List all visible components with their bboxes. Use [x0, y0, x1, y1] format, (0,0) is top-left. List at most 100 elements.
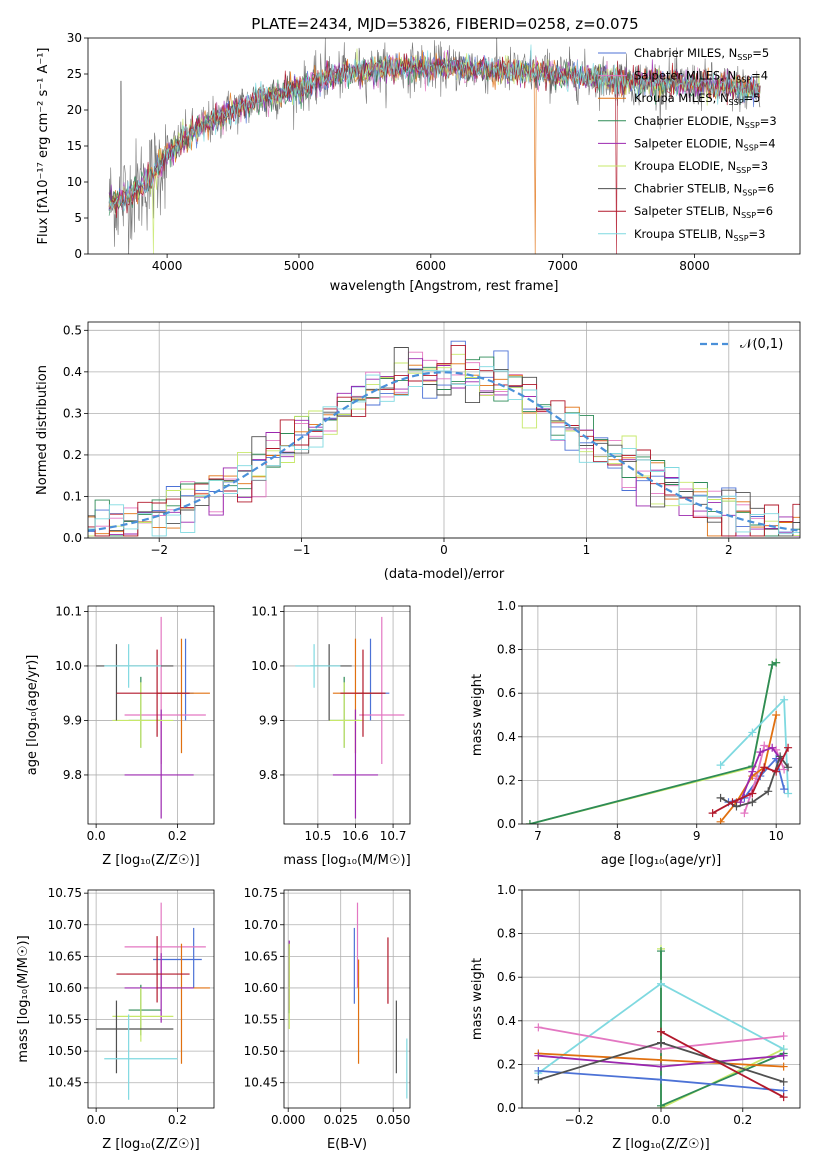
y-tick-label: 9.8: [259, 768, 278, 782]
mass-weight-marker: [768, 661, 776, 669]
x-axis-label: wavelength [Angstrom, rest frame]: [330, 279, 559, 294]
y-axis-label: mass weight: [470, 958, 485, 1040]
mass-weight-marker: [780, 1078, 788, 1086]
y-tick-label: 0.1: [63, 489, 82, 503]
legend-label-suffix: =5: [744, 91, 761, 105]
mass-weight-marker: [760, 742, 768, 750]
mass-weight-marker: [772, 711, 780, 719]
legend-label: 𝒩(0,1): [740, 337, 783, 352]
y-tick-label: 10.1: [251, 604, 278, 618]
y-tick-label: 9.9: [259, 713, 278, 727]
x-tick-label: 0.0: [87, 1113, 106, 1127]
legend-label-sub: SSP: [741, 211, 756, 220]
y-tick-label: 1.0: [497, 599, 516, 613]
x-tick-label: 0.2: [733, 1113, 752, 1127]
y-tick-label: 0.2: [497, 773, 516, 787]
legend-label-text: Chabrier ELODIE, N: [634, 114, 745, 128]
y-tick-label: 10: [67, 175, 82, 189]
x-axis-label: Z [log₁₀(Z/Z☉)]: [102, 1137, 199, 1152]
y-tick-label: 30: [67, 31, 82, 45]
y-tick-label: 10.1: [55, 604, 82, 618]
x-axis-label: Z [log₁₀(Z/Z☉)]: [102, 853, 199, 868]
mass-weight-marker: [780, 1052, 788, 1060]
y-tick-label: 0.8: [497, 927, 516, 941]
y-tick-label: 0.5: [63, 323, 82, 337]
mass-weight-line: [661, 951, 784, 1106]
legend-label: Salpeter STELIB, NSSP=6: [634, 204, 773, 220]
legend-label-text: Kroupa STELIB, N: [634, 227, 734, 241]
x-tick-label: 8000: [679, 259, 710, 273]
mass-weight-marker: [534, 1023, 542, 1031]
y-tick-label: 0.2: [497, 1057, 516, 1071]
mass-weight-marker: [657, 1039, 665, 1047]
y-tick-label: 5: [74, 211, 82, 225]
y-axis-label: age [log₁₀(age/yr)]: [25, 655, 40, 776]
plot-area-age-vs-Z: [96, 617, 210, 819]
legend-label-sub: SSP: [737, 53, 752, 62]
legend-label-suffix: =6: [757, 182, 774, 196]
legend-label: Kroupa ELODIE, NSSP=3: [634, 159, 768, 175]
x-tick-label: 0.000: [271, 1113, 305, 1127]
legend-label-suffix: =3: [749, 227, 766, 241]
legend-label-text: Salpeter STELIB, N: [634, 204, 741, 218]
plot-area-mass-weight-vs-Z: [534, 945, 787, 1112]
y-tick-label: 0.3: [63, 406, 82, 420]
x-tick-label: 10: [769, 829, 784, 843]
legend-label: Kroupa STELIB, NSSP=3: [634, 227, 765, 243]
y-tick-label: 0.2: [63, 448, 82, 462]
y-axis-label: mass [log₁₀(M/M☉)]: [16, 935, 31, 1062]
y-tick-label: 0.8: [497, 643, 516, 657]
y-tick-label: 10.0: [251, 659, 278, 673]
x-axis-label: age [log₁₀(age/yr)]: [601, 853, 722, 868]
y-tick-label: 0.4: [63, 365, 82, 379]
y-tick-label: 9.8: [63, 768, 82, 782]
mass-weight-marker: [534, 1067, 542, 1075]
legend-label-sub: SSP: [736, 166, 751, 175]
y-tick-label: 20: [67, 103, 82, 117]
x-tick-label: 2: [725, 543, 733, 557]
y-tick-label: 10.60: [48, 981, 82, 995]
y-tick-label: 10.70: [48, 918, 82, 932]
y-tick-label: 10.75: [48, 886, 82, 900]
spectrum-legend: Chabrier MILES, NSSP=5Salpeter MILES, NS…: [598, 46, 777, 243]
mass-weight-marker: [780, 1032, 788, 1040]
x-tick-label: 4000: [152, 259, 183, 273]
mass-weight-marker: [772, 659, 780, 667]
x-tick-label: −1: [293, 543, 311, 557]
mass-weight-marker: [709, 809, 717, 817]
panel-mass-weight-vs-age: 7 8 9 10 0.0 0.2 0.4 0.6 0.8 1.0 age [log₁₀(age/yr…: [470, 599, 800, 868]
legend-label-text: Kroupa ELODIE, N: [634, 159, 736, 173]
y-tick-label: 10.50: [48, 1044, 82, 1058]
y-tick-label: 10.65: [244, 949, 278, 963]
mass-weight-marker: [780, 1093, 788, 1101]
y-tick-label: 15: [67, 139, 82, 153]
x-axis-label: Z [log₁₀(Z/Z☉)]: [612, 1137, 709, 1152]
y-tick-label: 10.75: [244, 886, 278, 900]
x-tick-label: 0.2: [168, 1113, 187, 1127]
y-tick-label: 10.60: [244, 981, 278, 995]
legend-label-sub: SSP: [734, 234, 749, 243]
x-axis-label: (data-model)/error: [384, 567, 505, 582]
x-tick-label: 0: [440, 543, 448, 557]
figure-title: PLATE=2434, MJD=53826, FIBERID=0258, z=0…: [251, 15, 638, 33]
panel-mass-vs-EBV: 0.000 0.025 0.050 10.45 10.50 10.55 10.60 10.65…: [244, 886, 411, 1152]
x-tick-label: 0.0: [651, 1113, 670, 1127]
legend-label-sub: SSP: [736, 76, 751, 85]
mass-weight-marker: [657, 1028, 665, 1036]
legend-label-sub: SSP: [745, 121, 760, 130]
x-tick-label: 0.2: [168, 829, 187, 843]
y-axis-label: Normed distribution: [35, 365, 50, 495]
y-tick-label: 0.0: [497, 817, 516, 831]
legend-label-text: Kroupa MILES, N: [634, 91, 729, 105]
axes-frame: [88, 890, 214, 1108]
panel-mass-vs-Z: 0.0 0.2 10.45 10.50 10.55 10.60 10.65 10.70 10.7…: [16, 886, 214, 1152]
legend-label-text: Salpeter ELODIE, N: [634, 136, 744, 150]
y-tick-label: 0.6: [497, 686, 516, 700]
legend-label-sub: SSP: [729, 98, 744, 107]
x-tick-label: 10.5: [304, 829, 331, 843]
legend-label-suffix: =6: [756, 204, 773, 218]
x-tick-label: −2: [150, 543, 168, 557]
y-tick-label: 0.6: [497, 970, 516, 984]
y-tick-label: 10.55: [244, 1013, 278, 1027]
legend-label-suffix: =4: [759, 136, 776, 150]
